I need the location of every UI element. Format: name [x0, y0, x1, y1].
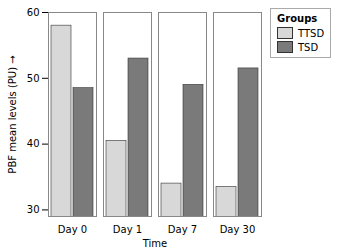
- svg-text:50: 50: [27, 73, 40, 84]
- svg-text:Time: Time: [142, 238, 167, 249]
- svg-text:30: 30: [27, 204, 40, 215]
- svg-text:40: 40: [27, 138, 40, 149]
- svg-text:Day 0: Day 0: [58, 224, 87, 235]
- html-text:Groups: Groups: [277, 13, 318, 24]
- svg-text:Day 1: Day 1: [113, 224, 142, 235]
- svg-text:Day 30: Day 30: [220, 224, 256, 235]
- html-text:TSD: TSD: [298, 41, 319, 53]
- html-text:TTSD: TTSD: [298, 27, 325, 39]
- svg-text:Day 7: Day 7: [168, 224, 197, 235]
- svg-text:60: 60: [27, 7, 40, 18]
- svg-text:PBF mean levels (PU) →: PBF mean levels (PU) →: [7, 55, 18, 173]
